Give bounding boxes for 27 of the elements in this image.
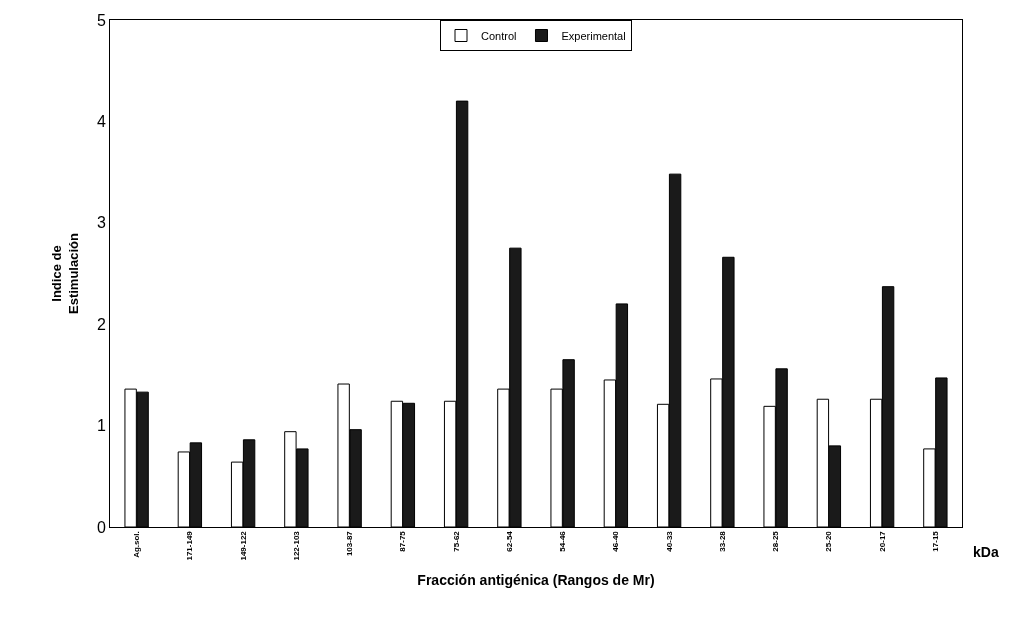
x-tick-label: 75-62 [451, 530, 461, 552]
x-tick-label: 54-46 [558, 530, 568, 552]
x-tick-label: 87-75 [398, 530, 408, 552]
x-tick-label: 46-40 [611, 530, 621, 552]
legend-label: Experimental [561, 29, 626, 42]
x-tick-label: 17-15 [930, 530, 940, 552]
x-tick-label: 171-149 [185, 530, 195, 561]
x-tick-label: 149-122 [238, 530, 248, 561]
y-tick-label: 5 [96, 11, 106, 29]
legend-label: Control [481, 29, 517, 42]
y-tick-label: 4 [96, 113, 106, 130]
y-axis-title: Indice de Estimulación [48, 232, 81, 314]
x-tick-label: 20-17 [877, 530, 887, 552]
text: kDa [973, 544, 999, 560]
x-tick-label: 25-20 [824, 530, 834, 552]
x-tick-label: 103-87 [345, 530, 355, 557]
x-tick-label: Ag.sol. [132, 531, 142, 558]
x-axis-title: Fracción antigénica (Rangos de Mr) [417, 571, 655, 588]
x-tick-label: 40-33 [664, 530, 674, 552]
x-tick-label: 28-25 [771, 530, 781, 552]
y-tick-label: 0 [96, 518, 106, 536]
x-tick-label: 62-54 [504, 530, 514, 552]
y-tick-label: 2 [96, 315, 106, 333]
x-tick-label: 33-28 [717, 530, 727, 552]
y-tick-label: 1 [96, 417, 106, 435]
x-tick-label: 122-103 [291, 530, 301, 561]
y-tick-label: 3 [96, 214, 106, 232]
